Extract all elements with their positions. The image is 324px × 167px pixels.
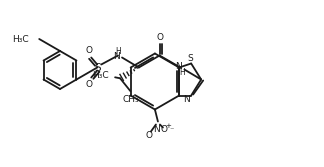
Text: H: H [115, 47, 121, 56]
Text: O: O [145, 131, 152, 140]
Text: +: + [165, 124, 171, 129]
Text: O: O [86, 80, 93, 89]
Text: H: H [179, 68, 185, 77]
Text: O: O [156, 33, 163, 42]
Text: O: O [160, 125, 168, 134]
Text: S: S [94, 62, 100, 72]
Text: H₃C: H₃C [13, 35, 29, 43]
Text: N: N [183, 95, 190, 104]
Text: ⁻: ⁻ [170, 125, 174, 134]
Text: N: N [113, 52, 120, 61]
Text: CH₃: CH₃ [122, 95, 139, 104]
Text: O: O [86, 46, 93, 55]
Text: N: N [175, 62, 182, 71]
Text: N: N [154, 125, 160, 134]
Text: H₃C: H₃C [92, 71, 109, 80]
Text: S: S [187, 54, 193, 63]
